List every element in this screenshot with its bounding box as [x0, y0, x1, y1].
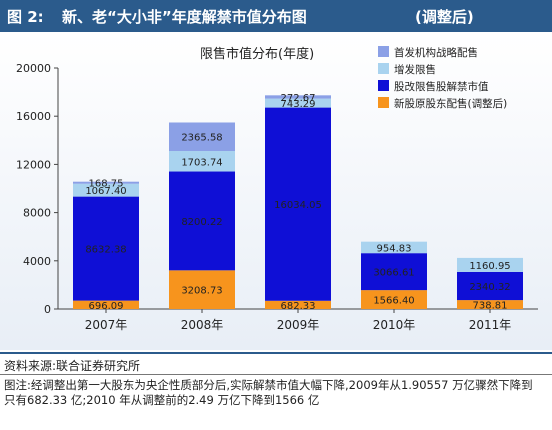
- figure-title: 新、老“大小非”年度解禁市值分布图: [62, 8, 307, 26]
- y-tick-label: 12000: [16, 158, 51, 171]
- separator-line-thin: [0, 374, 552, 375]
- bar-segment: [73, 181, 139, 184]
- y-tick-label: 4000: [23, 255, 51, 268]
- y-tick-label: 0: [44, 303, 51, 316]
- chart-title: 限售市值分布(年度): [200, 46, 314, 62]
- data-label: 954.83: [377, 243, 412, 254]
- bar-segment: [169, 171, 235, 271]
- bar-segment: [73, 300, 139, 309]
- figure-number: 图 2:: [7, 8, 44, 26]
- legend-swatch: [378, 63, 389, 74]
- data-label: 1703.74: [181, 157, 222, 168]
- bar-segment: [169, 150, 235, 172]
- bar-segment: [169, 270, 235, 309]
- x-tick-label: 2011年: [469, 318, 512, 332]
- legend-label: 首发机构战略配售: [394, 46, 478, 59]
- source-text: 资料来源:联合证券研究所: [4, 359, 141, 373]
- legend-label: 新股原股东配售(调整后): [394, 97, 507, 110]
- data-label: 743.29: [281, 99, 316, 110]
- separator-line: [0, 352, 552, 354]
- legend-swatch: [378, 80, 389, 91]
- bar-segment: [73, 196, 139, 301]
- legend-swatch: [378, 46, 389, 57]
- bar-segment: [265, 107, 331, 301]
- data-label: 682.33: [281, 301, 316, 312]
- data-label: 2365.58: [181, 133, 222, 144]
- x-tick-label: 2008年: [181, 318, 224, 332]
- x-tick-label: 2010年: [373, 318, 416, 332]
- data-label: 738.81: [473, 301, 508, 312]
- bar-segment: [457, 300, 523, 309]
- bar-segment: [73, 183, 139, 197]
- data-label: 168.75: [89, 179, 124, 190]
- data-label: 696.09: [89, 301, 124, 312]
- chart-area: 0 4000 8000 12000 16000 20000 限售市值分布(年度) 696.09…: [0, 32, 552, 350]
- data-label: 272.67: [281, 93, 316, 104]
- data-label: 3208.73: [181, 286, 222, 297]
- bar-segment: [169, 122, 235, 151]
- data-label: 8200.22: [181, 217, 222, 228]
- data-label: 1160.95: [469, 261, 510, 272]
- data-label: 1566.40: [373, 296, 414, 307]
- data-label: 1067.40: [85, 186, 126, 197]
- stacked-bar-chart: 0 4000 8000 12000 16000 20000 限售市值分布(年度) 696.09…: [16, 46, 538, 332]
- bar-segment: [265, 300, 331, 309]
- figure-adjusted-tag: (调整后): [415, 8, 474, 26]
- figure-note: 图注:经调整出第一大股东为央企性质部分后,实际解禁市值大幅下降,2009年从1.…: [4, 378, 533, 407]
- bar-segment: [265, 95, 331, 99]
- bar-segment: [457, 257, 523, 272]
- data-label: 16034.05: [274, 200, 322, 211]
- x-tick-label: 2009年: [277, 318, 320, 332]
- bar-segment: [361, 253, 427, 291]
- legend-swatch: [378, 97, 389, 108]
- x-tick-label: 2007年: [85, 318, 128, 332]
- figure-header: 图 2: 新、老“大小非”年度解禁市值分布图 (调整后): [0, 0, 552, 32]
- y-tick-label: 20000: [16, 62, 51, 75]
- bar-segment: [361, 241, 427, 254]
- data-label: 8632.38: [85, 245, 126, 256]
- bar-segment: [457, 271, 523, 301]
- data-label: 2340.32: [469, 282, 510, 293]
- legend-label: 增发限售: [394, 63, 436, 76]
- bar-segment: [361, 290, 427, 309]
- data-label: 3066.61: [373, 268, 414, 279]
- bar-segment: [265, 98, 331, 108]
- y-tick-label: 8000: [23, 207, 51, 220]
- legend-label: 股改限售股解禁市值: [394, 80, 489, 93]
- y-tick-label: 16000: [16, 110, 51, 123]
